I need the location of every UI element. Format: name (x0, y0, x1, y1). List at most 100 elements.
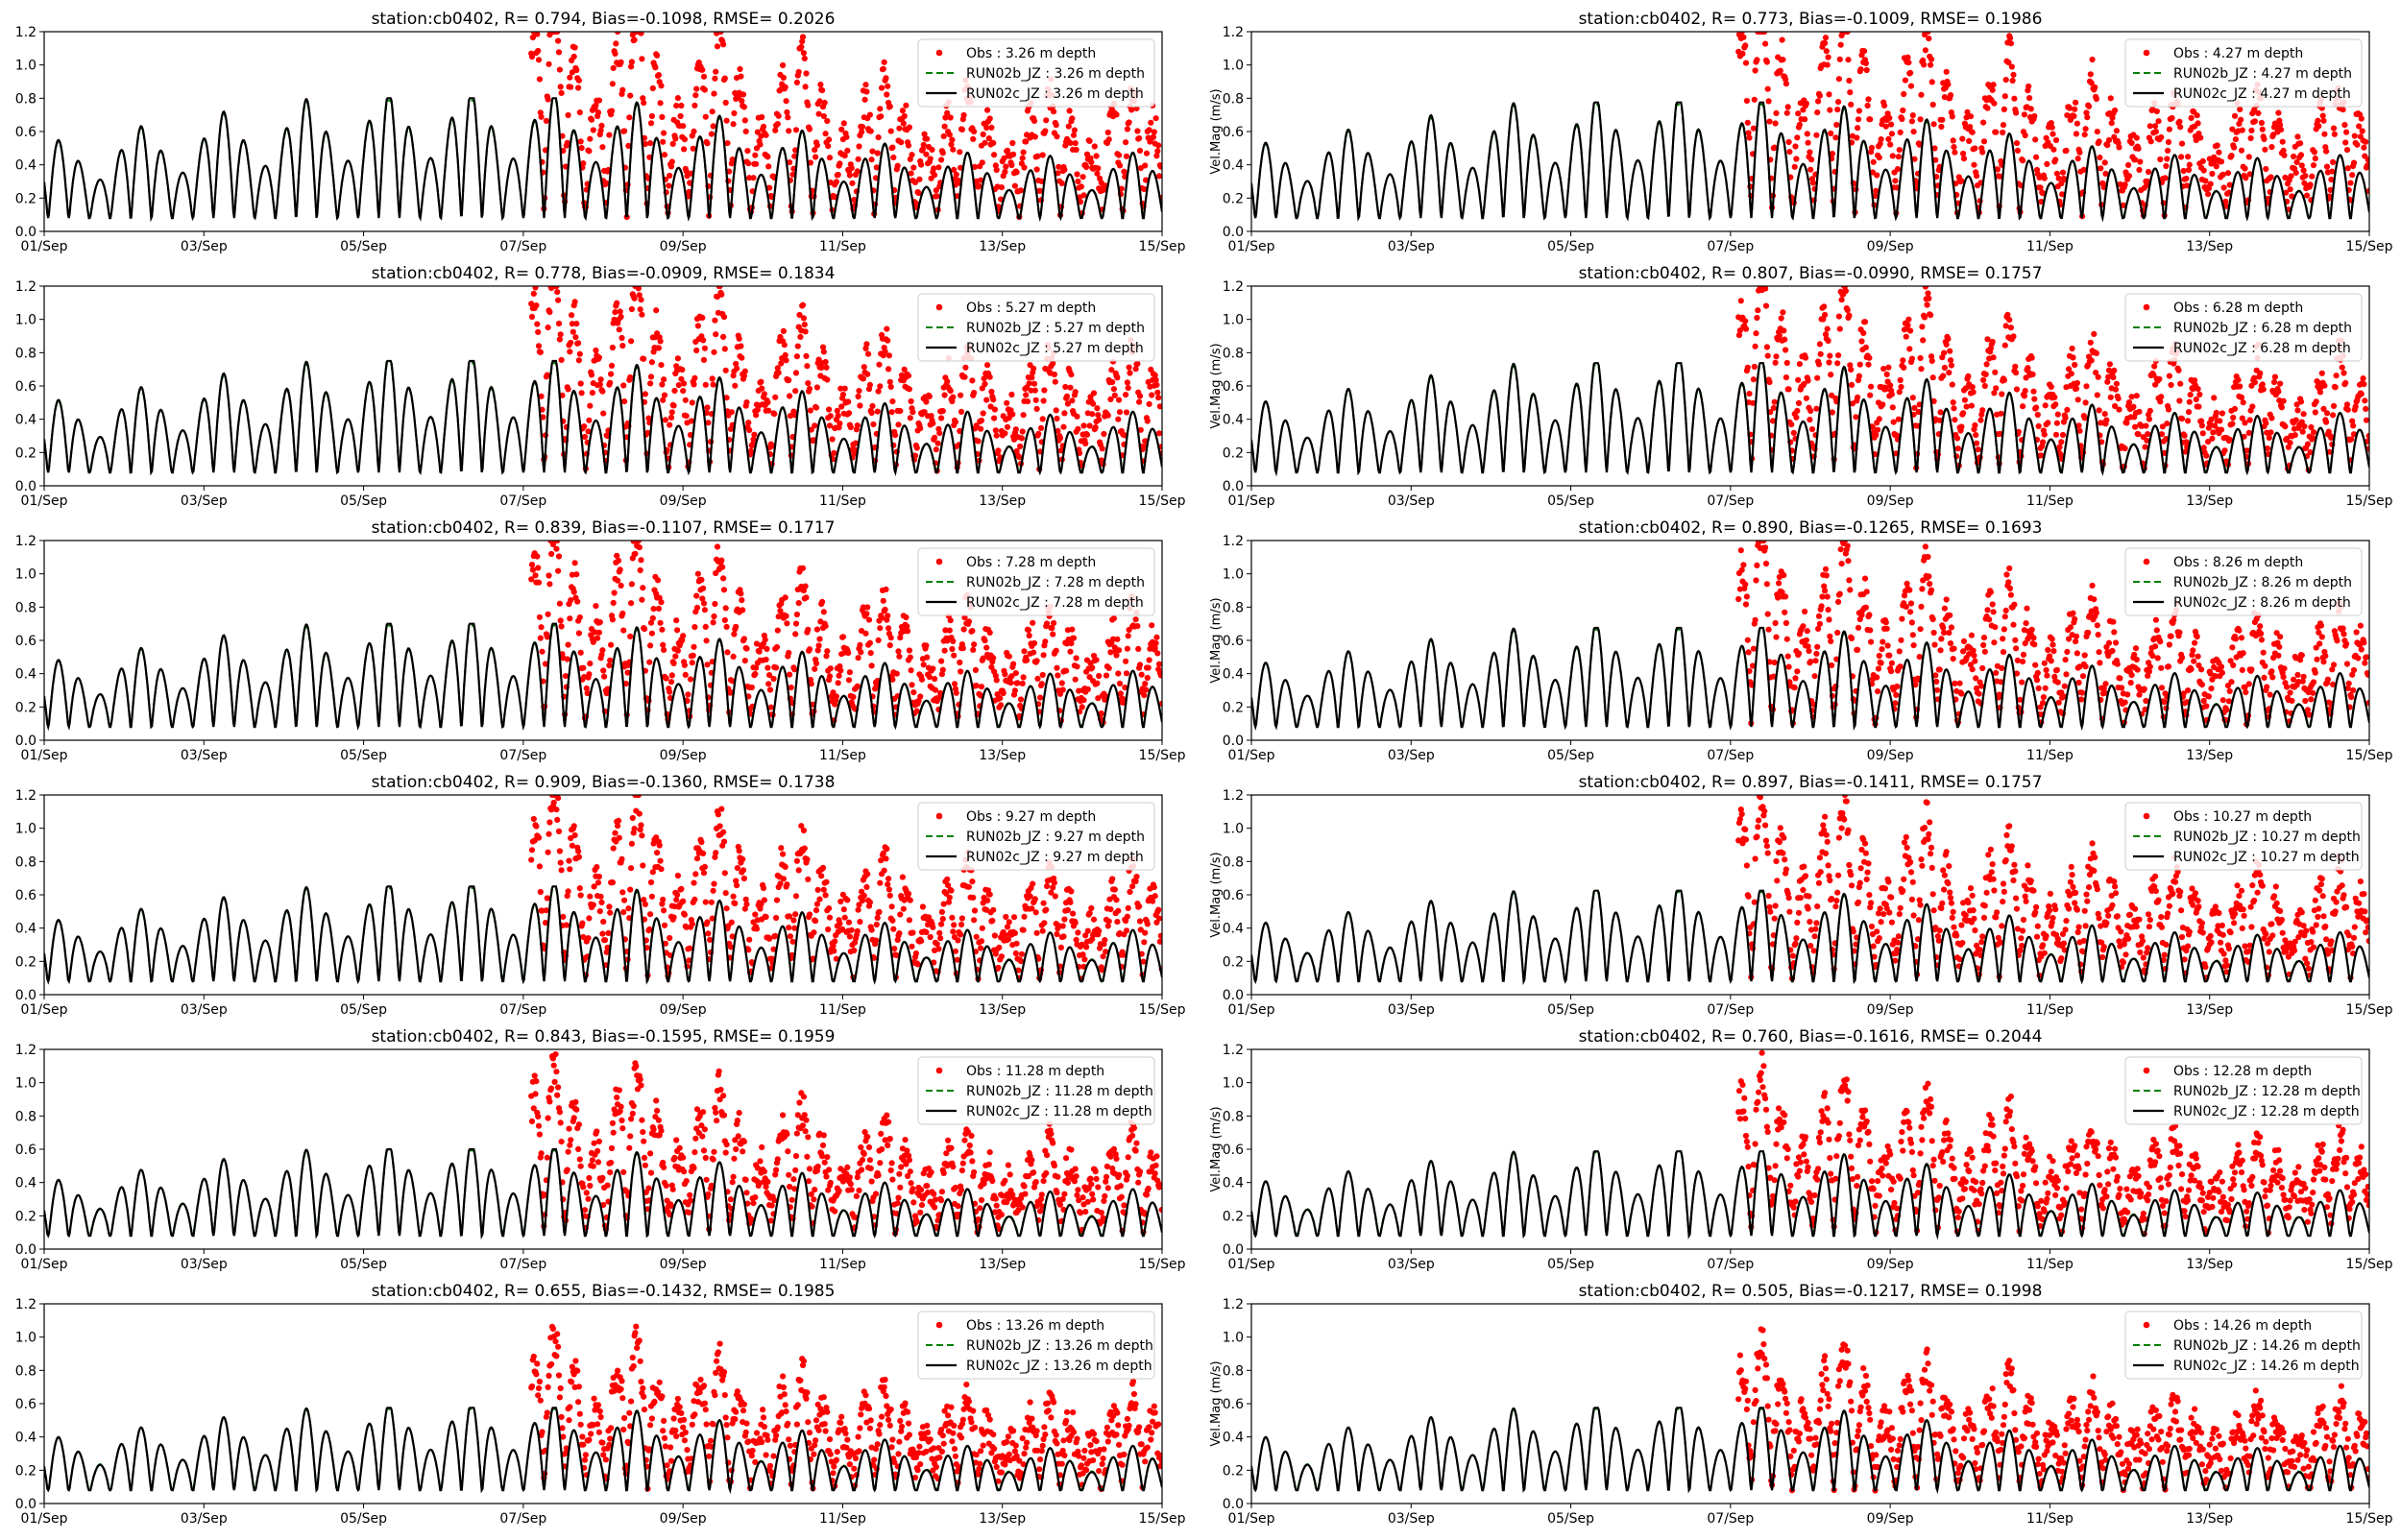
obs-point (551, 800, 557, 806)
obs-point (923, 152, 929, 157)
obs-point (830, 436, 836, 442)
obs-point (1992, 624, 1998, 630)
obs-point (1837, 326, 1843, 332)
obs-point (1762, 544, 1768, 550)
obs-point (660, 642, 666, 648)
obs-point (2200, 430, 2206, 436)
obs-point (1826, 607, 1831, 613)
obs-point (1775, 595, 1781, 601)
obs-point (1827, 108, 1832, 113)
obs-point (2352, 133, 2358, 139)
obs-point (990, 655, 996, 661)
obs-point (2268, 144, 2274, 150)
obs-point (878, 113, 884, 119)
obs-point (2054, 667, 2060, 673)
obs-point (992, 406, 998, 412)
obs-point (889, 145, 895, 151)
obs-point (536, 580, 542, 586)
obs-point (1018, 696, 1024, 702)
obs-point (1839, 561, 1845, 566)
obs-point (1156, 430, 1162, 436)
obs-point (1917, 654, 1923, 660)
obs-point (1133, 616, 1139, 622)
obs-point (827, 155, 833, 160)
obs-point (781, 75, 787, 81)
obs-point (660, 897, 666, 902)
obs-point (599, 144, 605, 150)
obs-point (2199, 422, 2205, 428)
obs-point (1929, 79, 1935, 84)
obs-point (2362, 397, 2367, 403)
obs-point (1154, 148, 1160, 154)
obs-point (537, 863, 543, 869)
obs-point (2185, 154, 2191, 159)
obs-point (1890, 404, 1896, 410)
obs-point (2249, 403, 2255, 409)
obs-point (2143, 423, 2148, 429)
obs-point (2090, 57, 2096, 62)
obs-point (2095, 129, 2100, 134)
obs-point (658, 338, 664, 344)
obs-point (1885, 136, 1891, 142)
obs-point (1041, 652, 1047, 658)
obs-point (609, 108, 615, 114)
x-tick-label: 03/Sep (181, 748, 228, 763)
obs-point (627, 93, 633, 99)
obs-point (1906, 346, 1912, 351)
obs-point (1888, 122, 1894, 128)
obs-point (816, 642, 822, 648)
obs-point (876, 362, 882, 368)
obs-point (1780, 37, 1785, 43)
obs-point (731, 654, 737, 660)
obs-point (682, 662, 688, 668)
obs-point (1938, 124, 1944, 130)
obs-point (1822, 588, 1828, 593)
obs-point (1158, 164, 1164, 170)
obs-point (1836, 314, 1842, 320)
obs-point (1069, 627, 1075, 633)
obs-point (2040, 700, 2046, 706)
obs-point (1991, 639, 1997, 645)
obs-point (606, 662, 612, 668)
obs-point (2365, 156, 2371, 162)
obs-point (1114, 637, 1120, 642)
obs-point (1069, 397, 1075, 403)
obs-point (1958, 423, 1964, 429)
obs-point (885, 625, 891, 631)
obs-point (566, 642, 571, 648)
obs-point (1892, 178, 1898, 183)
obs-point (942, 392, 948, 397)
legend-entry: RUN02c_JZ : 4.27 m depth (2173, 86, 2351, 102)
obs-point (2125, 162, 2131, 168)
obs-point (658, 362, 664, 368)
legend-entry: RUN02c_JZ : 6.28 m depth (2173, 341, 2351, 356)
obs-point (1862, 319, 1868, 325)
obs-point (546, 309, 552, 315)
obs-point (1094, 681, 1100, 686)
obs-point (538, 349, 544, 355)
obs-point (2345, 407, 2351, 413)
obs-point (2148, 138, 2154, 144)
obs-point (654, 53, 660, 59)
obs-point (1040, 152, 1046, 157)
obs-point (823, 623, 829, 629)
obs-point (973, 667, 979, 673)
obs-point (556, 321, 562, 326)
obs-point (1885, 365, 1891, 371)
obs-point (596, 354, 602, 360)
obs-point (1031, 366, 1036, 372)
obs-point (885, 84, 890, 89)
obs-point (826, 136, 832, 142)
obs-point (593, 603, 598, 609)
obs-point (703, 382, 709, 388)
obs-point (856, 394, 861, 399)
obs-point (1062, 384, 1068, 390)
obs-point (567, 615, 572, 621)
obs-point (865, 351, 871, 357)
obs-point (775, 121, 781, 127)
obs-point (2152, 643, 2158, 649)
obs-point (1060, 686, 1066, 692)
obs-point (1873, 432, 1879, 438)
obs-point (1068, 640, 1074, 646)
obs-point (2227, 688, 2233, 694)
